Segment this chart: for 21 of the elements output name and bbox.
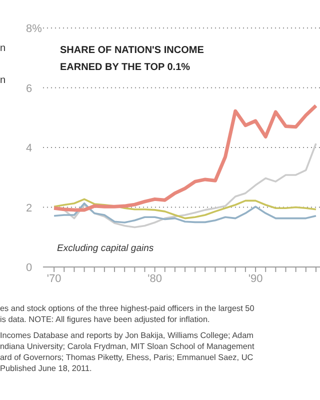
y-tick-label: 2: [26, 202, 32, 214]
x-tick-label: '70: [46, 272, 62, 285]
annotation: Excluding capital gains: [57, 243, 154, 254]
line-series: [53, 202, 317, 224]
text: n: [0, 43, 6, 54]
text: es and stock options of the three highest-paid officers in the largest 50: [0, 303, 256, 314]
text: SHARE OF NATION'S INCOME EARNED BY THE TOP 0.1%: [60, 44, 205, 75]
y-tick-label: 0: [26, 262, 32, 274]
text: Incomes Database and reports by Jon Bakija, Williams College; Adam: [0, 330, 254, 341]
y-tick-label: 4: [26, 142, 32, 154]
text: ndiana University; Carola Frydman, MIT Sloan School of Management: [0, 341, 256, 352]
line-series: [52, 104, 318, 212]
text: is data. NOTE: All figures have been adjusted for inflation.: [0, 314, 211, 325]
y-tick-label: 6: [26, 82, 32, 95]
line-series: [53, 198, 317, 220]
text: Published June 18, 2011.: [0, 363, 93, 374]
text: ard of Governors; Thomas Piketty, Ehess, Paris; Emmanuel Saez, UC: [0, 352, 254, 363]
y-tick-label: 8%: [26, 23, 42, 35]
x-tick-label: '80: [148, 272, 162, 285]
text: n: [0, 75, 6, 86]
x-tick-label: '90: [248, 272, 263, 285]
